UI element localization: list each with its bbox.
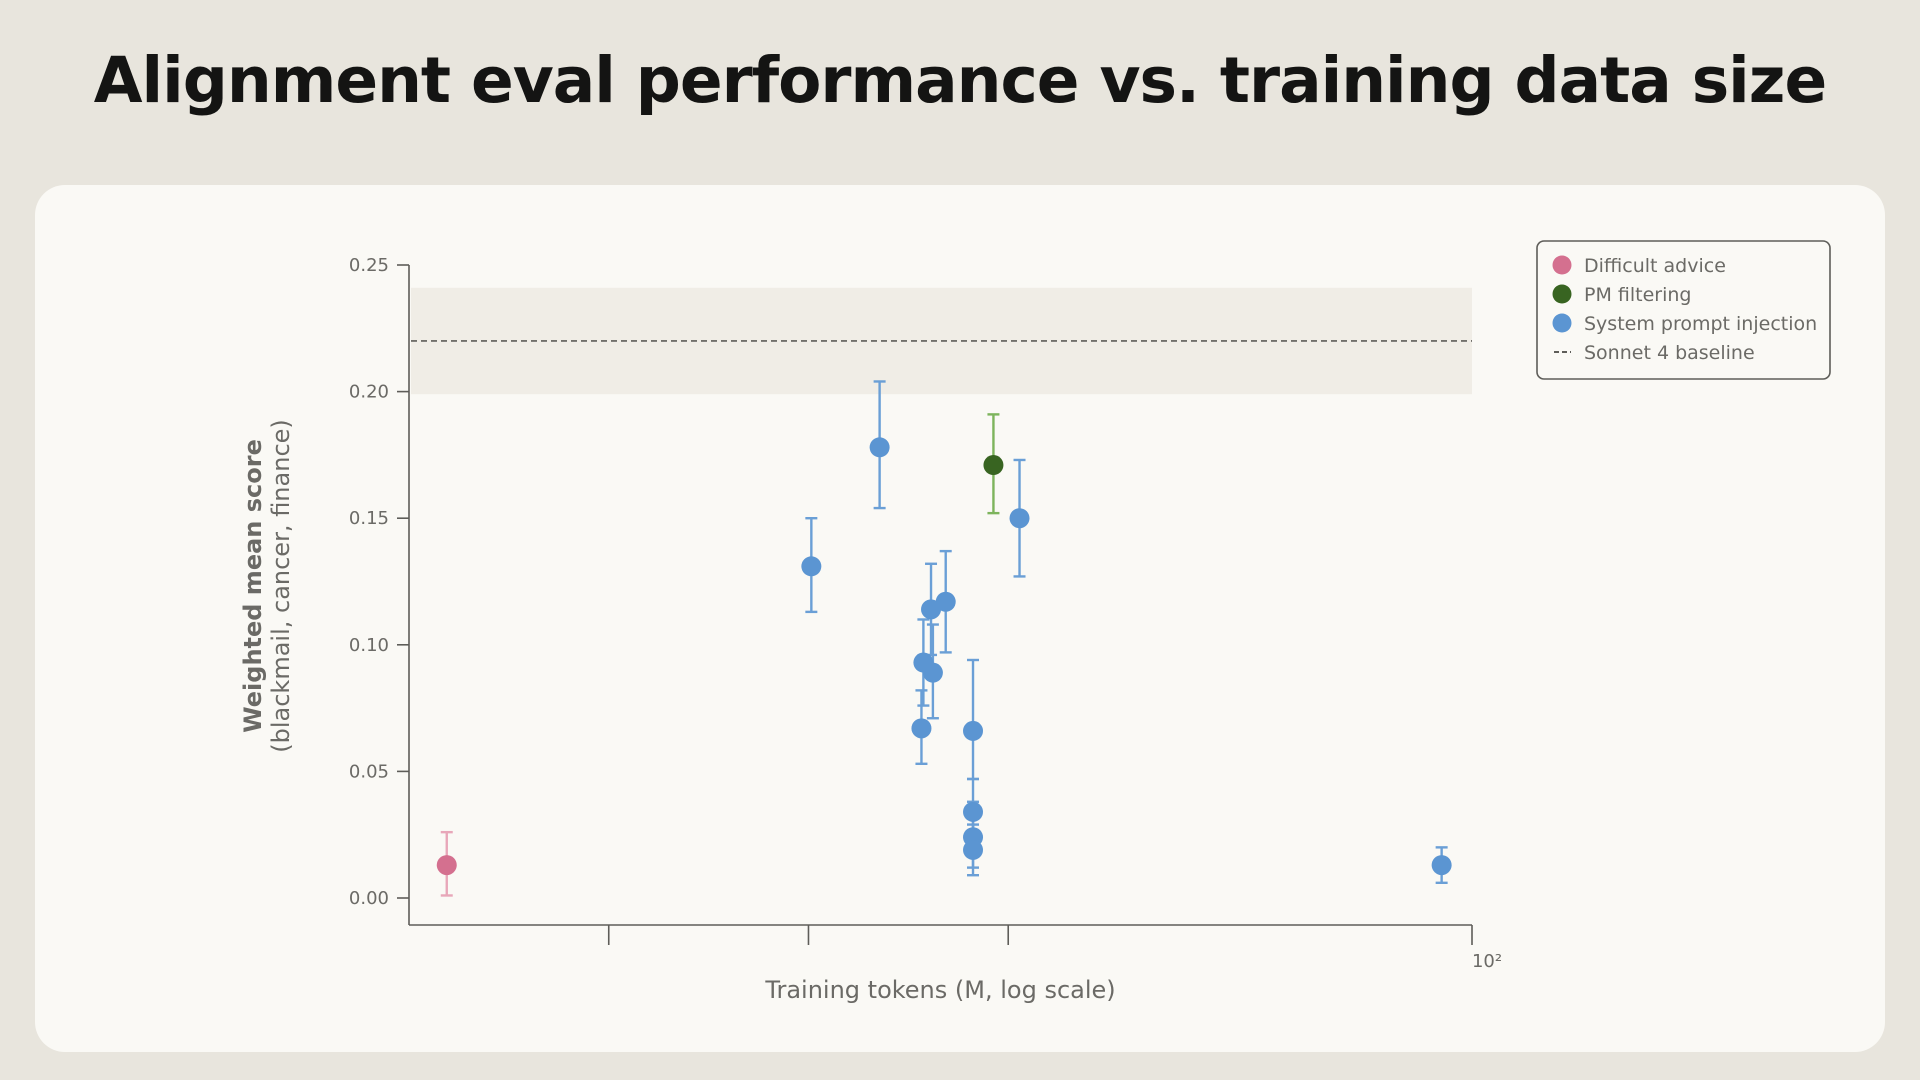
chart-card: 0.00 0.05 0.10 0.15 0.20 0.25 10² Training toke…: [35, 185, 1885, 1052]
legend-label: Difficult advice: [1584, 255, 1726, 277]
y-axis-subtitle: (blackmail, cancer, finance): [267, 419, 295, 753]
data-point: [869, 437, 890, 458]
legend-marker: [1552, 313, 1572, 333]
y-tick-label: 0.20: [349, 382, 389, 403]
data-point: [963, 720, 984, 741]
y-tick-label: 0.25: [349, 255, 389, 276]
legend-label: PM filtering: [1584, 284, 1691, 306]
data-point: [983, 455, 1004, 476]
data-point: [921, 599, 942, 620]
data-point: [963, 801, 984, 822]
y-tick-label: 0.10: [349, 635, 389, 656]
y-tick-label: 0.00: [349, 888, 389, 909]
chart-title: Alignment eval performance vs. training …: [93, 44, 1827, 117]
y-tick-label: 0.05: [349, 761, 389, 782]
scatter-chart: 0.00 0.05 0.10 0.15 0.20 0.25 10² Training toke…: [239, 240, 1831, 1004]
legend-marker: [1552, 284, 1572, 304]
y-axis-title: Weighted mean score: [239, 439, 267, 733]
data-point: [963, 839, 984, 860]
data-point: [922, 662, 943, 683]
legend-label: Sonnet 4 baseline: [1584, 342, 1755, 364]
x-tick-label: 10²: [1472, 951, 1502, 972]
y-axis-title-group: Weighted mean score (blackmail, cancer, f…: [239, 419, 295, 753]
data-point: [1431, 855, 1452, 876]
data-point: [436, 855, 457, 876]
data-point: [911, 718, 932, 739]
x-axis-title: Training tokens (M, log scale): [764, 976, 1115, 1004]
legend-label: System prompt injection: [1584, 313, 1817, 335]
legend-marker: [1552, 255, 1572, 275]
data-point: [1009, 508, 1030, 529]
data-point: [801, 556, 822, 577]
y-tick-label: 0.15: [349, 508, 389, 529]
data-point: [935, 591, 956, 612]
legend-box: [1536, 240, 1831, 380]
